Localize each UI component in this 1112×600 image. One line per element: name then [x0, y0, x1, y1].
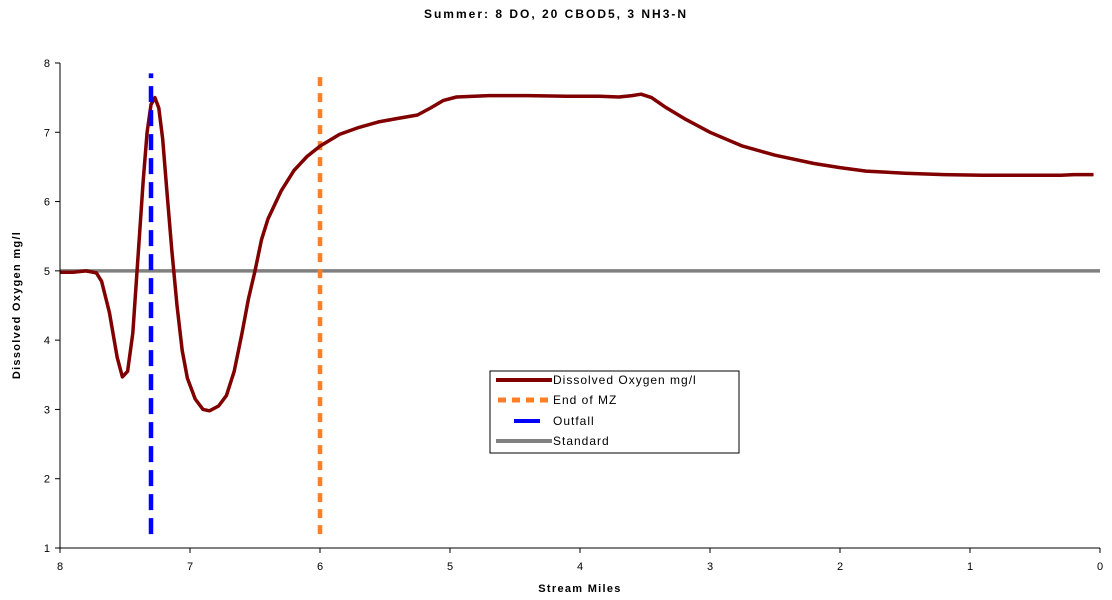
legend-label-standard: Standard: [553, 434, 610, 448]
legend: Dissolved Oxygen mg/l End of MZ Outfall …: [489, 370, 740, 454]
x-tick-label: 7: [187, 561, 193, 573]
plot-area: [60, 73, 1100, 535]
x-tick-label: 8: [57, 561, 63, 573]
x-tick-label: 4: [577, 561, 583, 573]
y-tick-label: 4: [44, 335, 50, 347]
legend-label-mz: End of MZ: [553, 393, 617, 407]
series-dissolved-oxygen-line: [60, 92, 1094, 413]
y-tick-label: 6: [44, 197, 50, 209]
y-tick-label: 3: [44, 404, 50, 416]
legend-label-outfall: Outfall: [553, 414, 595, 428]
legend-label-do: Dissolved Oxygen mg/l: [553, 373, 697, 387]
y-tick-label: 8: [44, 58, 50, 70]
x-tick-label: 1: [967, 561, 973, 573]
y-tick-label: 2: [44, 474, 50, 486]
x-tick-label: 6: [317, 561, 323, 573]
x-axis: 8 7 6 5 4 3 2 1 0: [57, 547, 1103, 573]
y-axis: 1 2 3 4 5 6 7 8: [44, 58, 61, 555]
y-tick-label: 5: [44, 266, 50, 278]
y-tick-label: 7: [44, 127, 50, 139]
x-tick-label: 3: [707, 561, 713, 573]
y-tick-label: 1: [44, 543, 50, 555]
chart-title: Summer: 8 DO, 20 CBOD5, 3 NH3-N: [424, 7, 688, 21]
x-tick-label: 0: [1097, 561, 1103, 573]
x-axis-label: Stream Miles: [538, 583, 621, 595]
x-tick-label: 5: [447, 561, 453, 573]
y-axis-label: Dissolved Oxygen mg/l: [11, 231, 23, 379]
x-tick-label: 2: [837, 561, 843, 573]
